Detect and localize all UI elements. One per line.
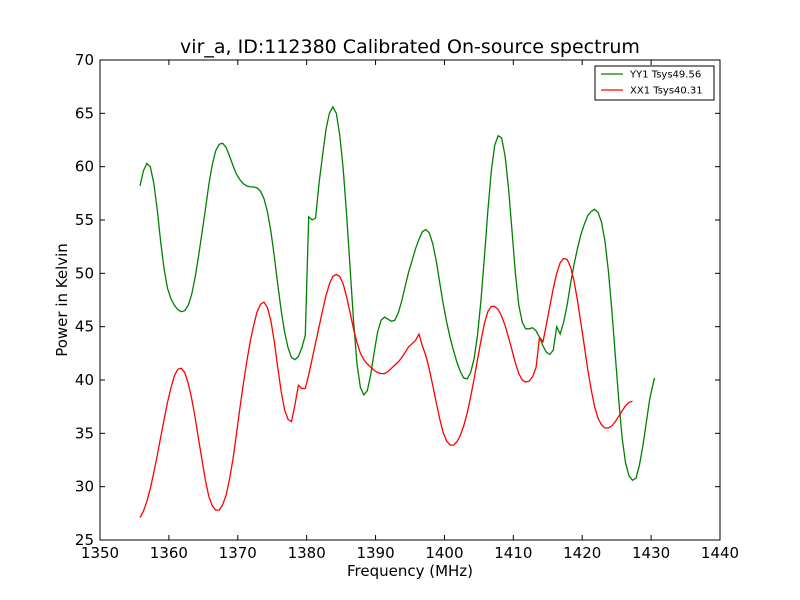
x-tick-label: 1420: [563, 544, 601, 562]
y-tick-label: 40: [75, 371, 94, 389]
x-tick-label: 1370: [219, 544, 257, 562]
y-tick-label: 60: [75, 158, 94, 176]
y-tick-label: 65: [75, 104, 94, 122]
y-tick-label: 35: [75, 424, 94, 442]
x-tick-label: 1380: [288, 544, 326, 562]
series-line-yy1: [139, 105, 656, 482]
y-axis-label: Power in Kelvin: [53, 243, 71, 357]
legend-label-xx1: XX1 Tsys40.31: [630, 86, 703, 97]
y-tick-label: 55: [75, 211, 94, 229]
plot-background: [100, 60, 720, 540]
x-tick-label: 1350: [81, 544, 119, 562]
y-tick-label: 45: [75, 318, 94, 336]
x-tick-label: 1360: [150, 544, 188, 562]
x-tick-label: 1410: [494, 544, 532, 562]
y-tick-label: 25: [75, 531, 94, 549]
y-tick-label: 70: [75, 51, 94, 69]
chart-title: vir_a, ID:112380 Calibrated On-source sp…: [180, 36, 640, 58]
plot-area: 1350 1360 1370 1380 1390 1400 1410 1420 1430 1440…: [75, 51, 739, 562]
legend-label-yy1: YY1 Tsys49.56: [629, 70, 701, 81]
legend: YY1 Tsys49.56 XX1 Tsys40.31: [594, 65, 715, 101]
x-tick-label: 1400: [425, 544, 463, 562]
x-axis-label: Frequency (MHz): [347, 562, 473, 580]
y-tick-label: 30: [75, 478, 94, 496]
series-line-xx1: [139, 257, 633, 518]
x-tick-label: 1440: [701, 544, 739, 562]
y-tick-label: 50: [75, 264, 94, 282]
series-layer: [139, 105, 656, 518]
plot-frame: [99, 59, 721, 541]
legend-box: [594, 65, 715, 101]
ticks-layer: 1350 1360 1370 1380 1390 1400 1410 1420 1430 1440…: [75, 51, 739, 562]
x-tick-label: 1430: [632, 544, 670, 562]
x-tick-label: 1390: [356, 544, 394, 562]
